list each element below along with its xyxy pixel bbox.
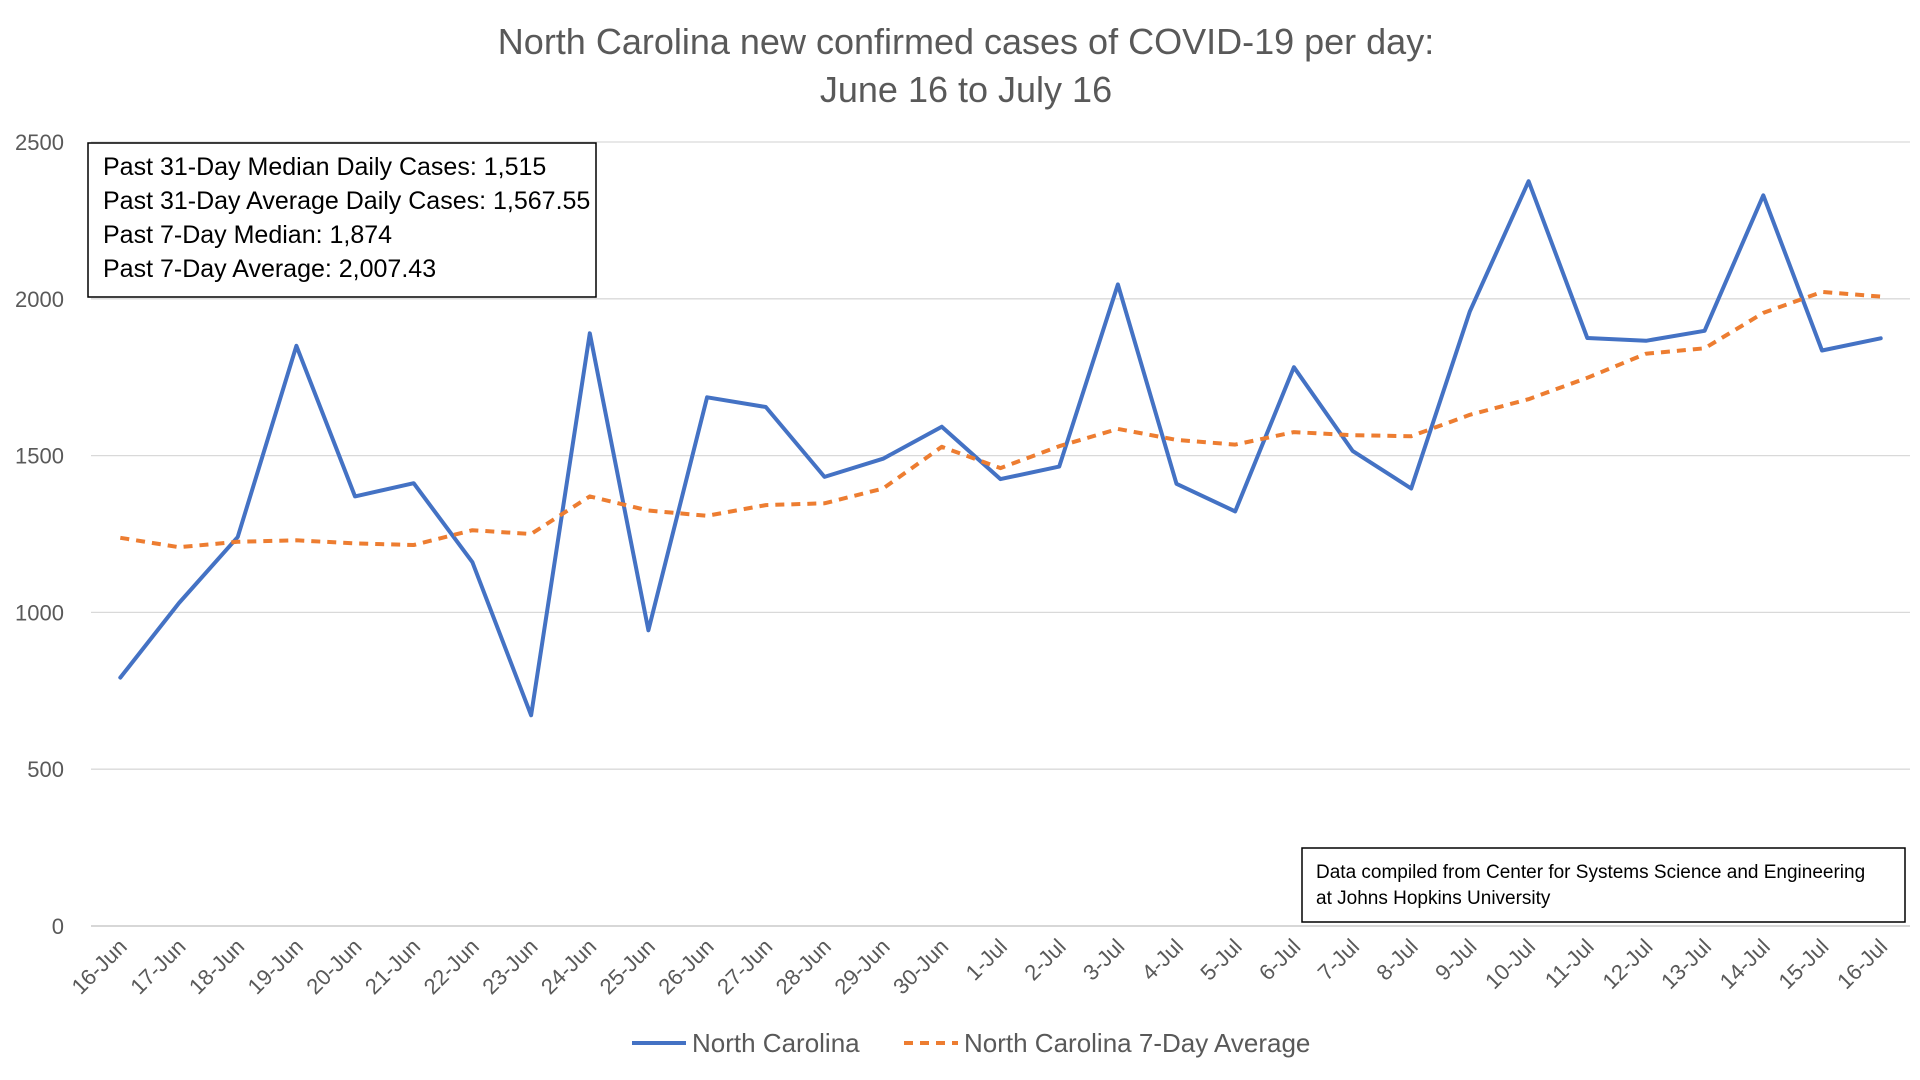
- x-tick-label: 9-Jul: [1430, 934, 1481, 985]
- stats-box: Past 31-Day Median Daily Cases: 1,515 Pa…: [87, 142, 597, 298]
- source-note-line-1: Data compiled from Center for Systems Sc…: [1316, 862, 1865, 883]
- y-tick-label: 1000: [15, 600, 64, 625]
- x-tick-label: 20-Jun: [301, 934, 366, 999]
- x-tick-label: 8-Jul: [1371, 934, 1422, 985]
- x-tick-label: 14-Jul: [1715, 934, 1775, 994]
- chart-title-line-1: North Carolina new confirmed cases of CO…: [498, 21, 1434, 62]
- stat-7-day-median: Past 7-Day Median: 1,874: [103, 221, 392, 249]
- legend: North Carolina North Carolina 7-Day Avera…: [632, 1028, 1310, 1058]
- daily-cases-line: [118, 179, 1883, 718]
- y-tick-label: 1500: [15, 444, 64, 469]
- x-tick-label: 11-Jul: [1540, 934, 1599, 993]
- y-tick-label: 2000: [15, 287, 64, 312]
- x-tick-label: 26-Jun: [653, 934, 718, 999]
- x-tick-label: 21-Jun: [360, 934, 425, 999]
- stat-7-day-average: Past 7-Day Average: 2,007.43: [103, 255, 436, 283]
- gridlines: [91, 141, 1910, 927]
- x-axis-ticks: 16-Jun17-Jun18-Jun19-Jun20-Jun21-Jun22-J…: [67, 934, 1893, 999]
- source-note-border: [1301, 847, 1906, 923]
- x-tick-label: 6-Jul: [1254, 934, 1305, 985]
- y-axis-ticks: 0 500 1000 1500 2000 2500: [15, 130, 64, 939]
- x-tick-label: 10-Jul: [1480, 934, 1540, 994]
- y-tick-label: 0: [52, 914, 64, 939]
- stat-31-day-median: Past 31-Day Median Daily Cases: 1,515: [103, 153, 546, 181]
- x-tick-label: 12-Jul: [1597, 934, 1657, 994]
- y-tick-label: 500: [27, 757, 64, 782]
- legend-label: North Carolina: [692, 1028, 860, 1058]
- stats-box-border: [87, 142, 597, 298]
- x-tick-label: 22-Jun: [419, 934, 484, 999]
- series-lines: [118, 179, 1883, 718]
- x-tick-label: 27-Jun: [712, 934, 777, 999]
- x-tick-label: 7-Jul: [1313, 934, 1364, 985]
- source-note-line-2: at Johns Hopkins University: [1316, 888, 1551, 909]
- y-tick-label: 2500: [15, 130, 64, 155]
- x-tick-label: 4-Jul: [1137, 934, 1188, 985]
- x-tick-label: 5-Jul: [1195, 934, 1246, 985]
- x-tick-label: 13-Jul: [1656, 934, 1716, 994]
- x-tick-label: 2-Jul: [1019, 934, 1070, 985]
- x-tick-label: 15-Jul: [1773, 934, 1833, 994]
- x-tick-label: 18-Jun: [184, 934, 249, 999]
- x-tick-label: 16-Jun: [67, 934, 132, 999]
- chart-title-line-2: June 16 to July 16: [820, 69, 1112, 110]
- stat-31-day-average: Past 31-Day Average Daily Cases: 1,567.5…: [103, 187, 590, 215]
- seven-day-average-line: [119, 289, 1881, 550]
- x-tick-label: 1-Jul: [961, 934, 1012, 985]
- x-tick-label: 24-Jun: [536, 934, 601, 999]
- x-tick-label: 16-Jul: [1832, 934, 1892, 994]
- legend-label: North Carolina 7-Day Average: [964, 1028, 1310, 1058]
- x-tick-label: 19-Jun: [243, 934, 308, 999]
- chart-title: North Carolina new confirmed cases of CO…: [498, 21, 1434, 110]
- x-tick-label: 23-Jun: [477, 934, 542, 999]
- x-tick-label: 25-Jun: [595, 934, 660, 999]
- x-tick-label: 30-Jun: [888, 934, 953, 999]
- x-tick-label: 3-Jul: [1078, 934, 1129, 985]
- source-note-box: Data compiled from Center for Systems Sc…: [1301, 847, 1906, 923]
- x-tick-label: 29-Jun: [829, 934, 894, 999]
- x-tick-label: 28-Jun: [771, 934, 836, 999]
- x-tick-label: 17-Jun: [125, 934, 190, 999]
